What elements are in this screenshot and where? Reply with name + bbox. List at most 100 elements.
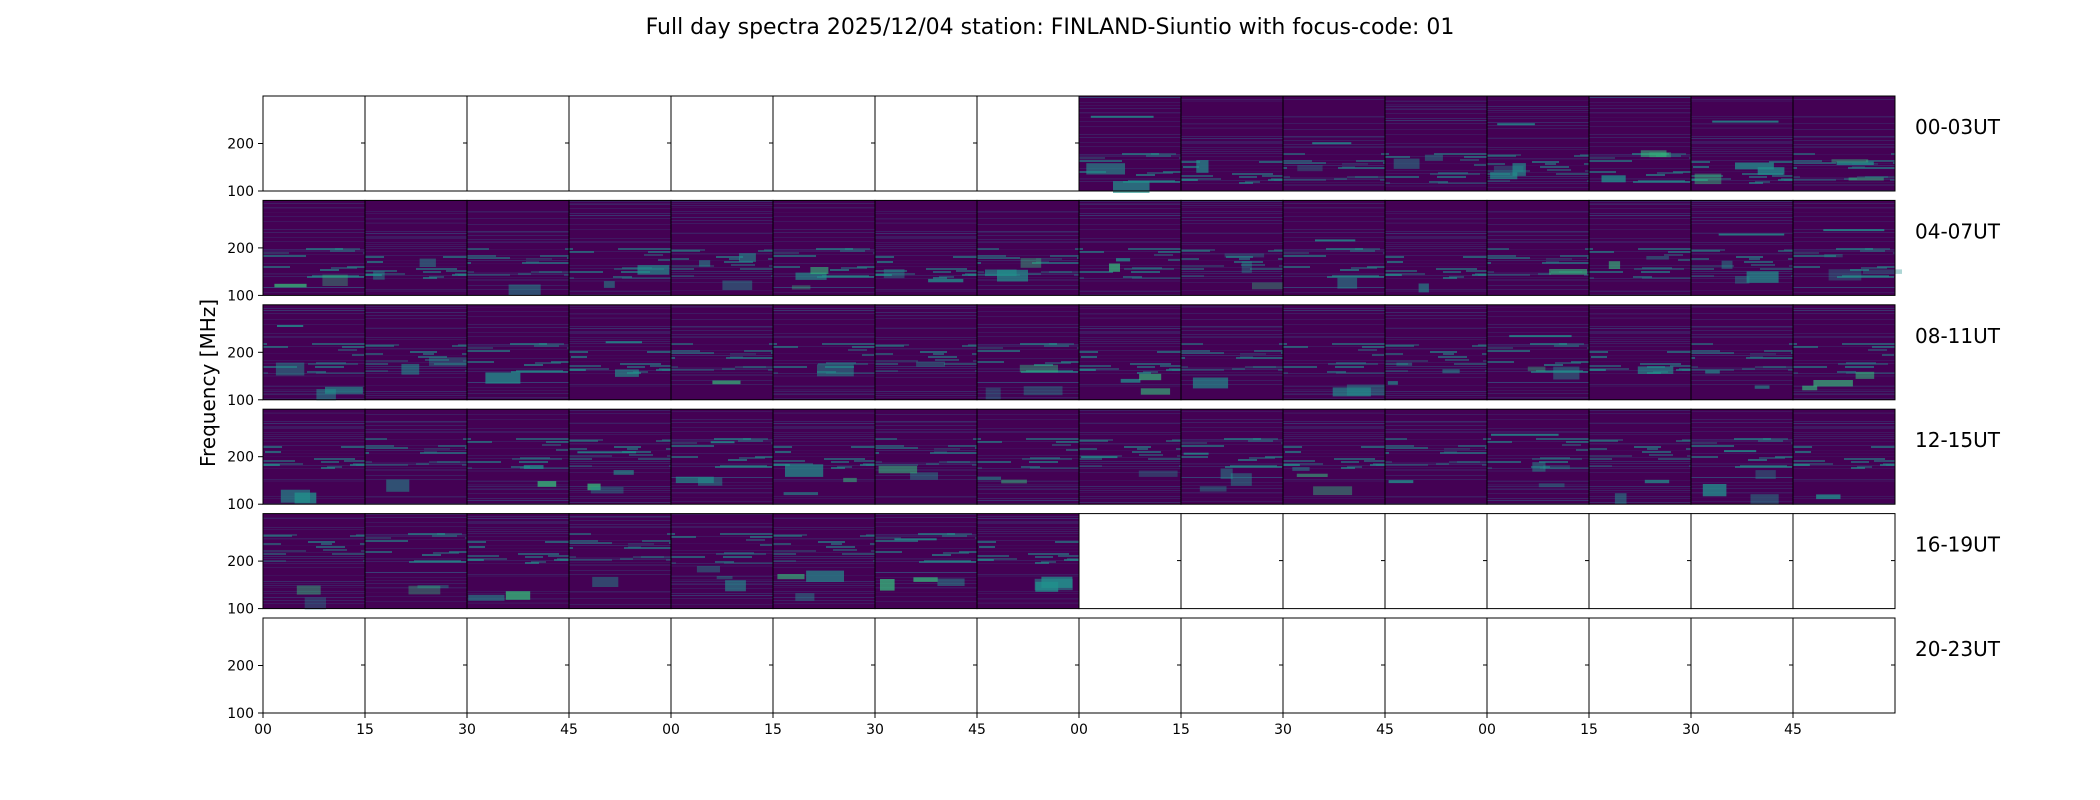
spectrum-fill bbox=[1487, 304, 1589, 400]
empty-panel bbox=[1690, 513, 1794, 610]
burst-mark bbox=[1140, 388, 1171, 395]
burst-mark bbox=[1735, 162, 1774, 170]
burst-mark bbox=[1757, 167, 1785, 175]
burst-mark bbox=[1493, 165, 1524, 172]
burst-mark bbox=[1855, 371, 1875, 379]
narrowband-mark bbox=[1491, 433, 1559, 436]
spectrum-fill bbox=[365, 304, 467, 400]
burst-mark bbox=[1296, 473, 1328, 477]
burst-mark bbox=[1750, 494, 1779, 505]
burst-mark bbox=[603, 281, 615, 288]
empty-fill bbox=[1487, 513, 1589, 609]
burst-mark bbox=[1388, 480, 1414, 484]
burst-mark bbox=[910, 472, 938, 480]
burst-mark bbox=[1192, 377, 1229, 389]
narrowband-mark bbox=[1315, 239, 1356, 242]
spectrum-fill bbox=[1589, 409, 1691, 505]
narrowband-mark bbox=[1312, 142, 1352, 145]
spectrum-panel bbox=[1486, 304, 1590, 401]
narrowband-mark bbox=[1724, 450, 1757, 453]
spectrum-fill bbox=[1793, 200, 1895, 296]
burst-mark bbox=[505, 591, 531, 600]
burst-mark bbox=[1644, 479, 1670, 484]
x-tick-label: 30 bbox=[866, 722, 884, 738]
spectrum-fill bbox=[365, 513, 467, 609]
row-time-label: 04-07UT bbox=[1915, 219, 2001, 243]
burst-mark bbox=[637, 265, 670, 275]
empty-panel bbox=[874, 95, 978, 192]
empty-panel bbox=[772, 95, 876, 192]
empty-fill bbox=[263, 618, 365, 713]
y-tick-label: 200 bbox=[227, 450, 254, 466]
spectrum-fill bbox=[1589, 200, 1691, 296]
burst-mark bbox=[722, 280, 753, 291]
spectrum-fill bbox=[773, 200, 875, 296]
burst-mark bbox=[928, 278, 964, 283]
spectrum-panel bbox=[1384, 95, 1488, 192]
y-tick-label: 100 bbox=[227, 288, 254, 304]
empty-panel bbox=[1588, 617, 1692, 714]
spectrum-panel bbox=[1588, 95, 1692, 192]
spectrum-panel bbox=[1588, 304, 1692, 401]
burst-mark bbox=[1220, 468, 1233, 479]
empty-panel bbox=[1180, 513, 1284, 610]
burst-mark bbox=[977, 476, 1001, 481]
burst-mark bbox=[1490, 172, 1518, 180]
spectrum-panel bbox=[1690, 199, 1794, 296]
empty-fill bbox=[1283, 513, 1385, 609]
spectrum-fill bbox=[875, 513, 977, 609]
spectrum-panel bbox=[466, 199, 570, 296]
burst-mark bbox=[386, 479, 410, 492]
empty-fill bbox=[875, 618, 977, 713]
spectra-row: 100 200 00-03UT bbox=[227, 95, 2001, 200]
burst-mark bbox=[1109, 263, 1120, 272]
x-tick-labels: 00 15 30 45 00 15 30 45 00 15 30 45 00 15 30 45 bbox=[254, 713, 1802, 738]
spectrum-fill bbox=[773, 409, 875, 505]
burst-mark bbox=[1824, 254, 1843, 258]
empty-panel bbox=[976, 95, 1080, 192]
empty-fill bbox=[1589, 618, 1691, 713]
x-tick-label: 30 bbox=[458, 722, 476, 738]
x-tick-label: 45 bbox=[968, 722, 986, 738]
burst-mark bbox=[1549, 269, 1587, 275]
spectrum-panel bbox=[568, 304, 672, 401]
burst-mark bbox=[1836, 161, 1874, 165]
y-tick-label: 200 bbox=[227, 659, 254, 675]
burst-mark bbox=[1813, 380, 1853, 387]
burst-mark bbox=[408, 585, 441, 595]
x-tick-label: 00 bbox=[1478, 722, 1496, 738]
spectrum-panel bbox=[976, 513, 1080, 610]
spectrum-fill bbox=[569, 513, 671, 609]
spectrum-panel bbox=[772, 408, 876, 505]
empty-fill bbox=[467, 618, 569, 713]
spectrum-fill bbox=[1079, 304, 1181, 400]
burst-mark bbox=[712, 380, 741, 385]
spectrum-fill bbox=[569, 304, 671, 400]
spectrum-panel bbox=[1180, 95, 1284, 192]
spectrum-panel bbox=[364, 304, 468, 401]
empty-panel bbox=[364, 617, 468, 714]
spectrum-panel bbox=[1282, 95, 1386, 192]
x-tick-label: 15 bbox=[1172, 722, 1190, 738]
spectrum-panel bbox=[772, 513, 876, 610]
spectrum-fill bbox=[1181, 200, 1283, 296]
empty-panel bbox=[1384, 617, 1488, 714]
spectrum-panel bbox=[568, 199, 672, 296]
burst-mark bbox=[1292, 467, 1310, 471]
burst-mark bbox=[1640, 150, 1667, 157]
x-tick-label: 15 bbox=[1580, 722, 1598, 738]
spectrum-panel bbox=[976, 304, 1080, 401]
spectrum-panel bbox=[1384, 304, 1488, 401]
burst-mark bbox=[592, 576, 619, 587]
y-axis-label: Frequency [MHz] bbox=[196, 299, 220, 467]
y-tick-label: 100 bbox=[227, 497, 254, 513]
burst-mark bbox=[791, 285, 811, 290]
empty-fill bbox=[1487, 618, 1589, 713]
spectrum-fill bbox=[263, 304, 365, 400]
spectra-row: 100 200 12-15UT bbox=[227, 408, 2001, 513]
spectrum-panel bbox=[1792, 199, 1902, 296]
spectrum-panel bbox=[1690, 95, 1794, 192]
spectrum-fill bbox=[1487, 200, 1589, 296]
burst-mark bbox=[1313, 486, 1353, 496]
